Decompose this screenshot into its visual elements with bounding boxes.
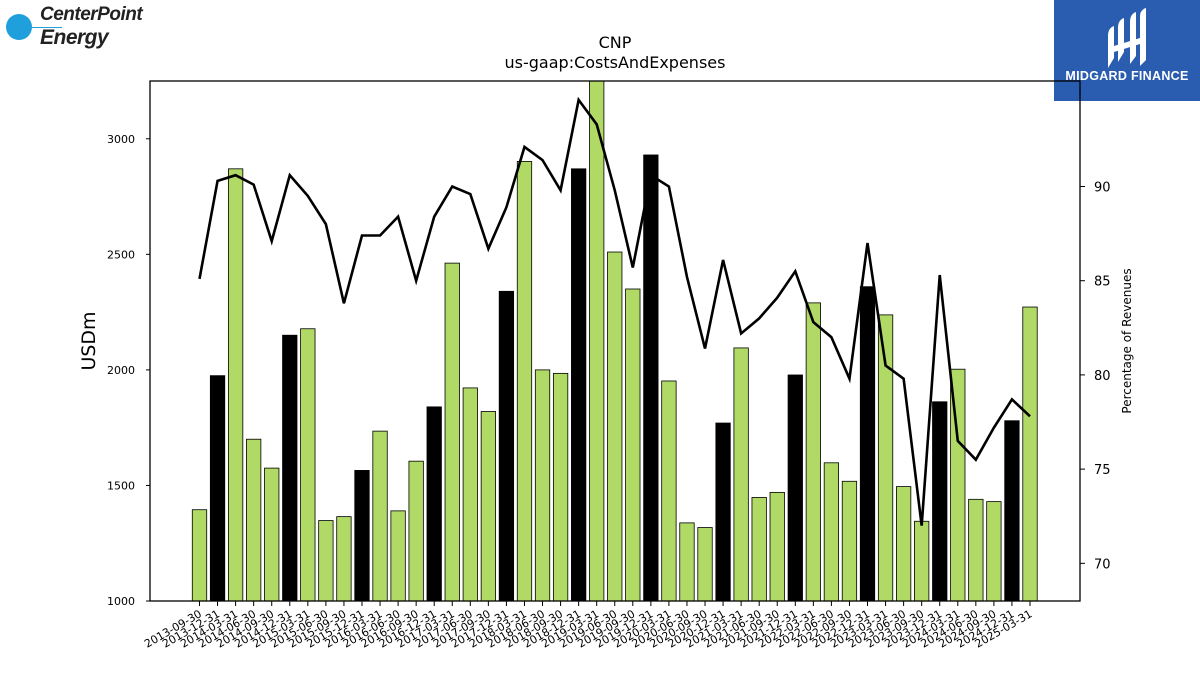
- bar-2019-03-31: [589, 80, 605, 602]
- bar-2013-09-30: [191, 509, 208, 602]
- bar-2019-12-31: [643, 154, 659, 602]
- y-tick-label: 3000: [107, 133, 135, 146]
- bar-2022-09-30: [841, 480, 858, 602]
- bar-2013-12-31: [209, 375, 226, 602]
- line-series: [198, 96, 1031, 526]
- y2-tick-label: 75: [1094, 463, 1111, 478]
- bar-2018-12-31: [571, 168, 587, 602]
- bar-2014-03-31: [227, 168, 244, 602]
- bar-2017-06-30: [462, 387, 478, 602]
- bar-2015-03-31: [300, 328, 316, 602]
- bar-2014-12-31: [282, 334, 298, 602]
- midgard-mark-icon: [1108, 8, 1146, 68]
- y-axis-label: USDm: [78, 311, 100, 370]
- bar-2021-09-30: [769, 491, 785, 602]
- bar-2018-09-30: [552, 372, 569, 602]
- bar-2017-09-30: [480, 411, 496, 602]
- bar-2021-06-30: [751, 497, 767, 602]
- bar-2021-03-31: [733, 347, 749, 602]
- bar-2015-12-31: [354, 470, 370, 602]
- bar-2014-06-30: [246, 438, 262, 602]
- bar-2016-09-30: [408, 460, 424, 602]
- logo-line1: CenterPoint: [40, 4, 143, 25]
- axes: 1000150020002500300070758085902013-09-30…: [107, 80, 1111, 651]
- y2-tick-label: 80: [1094, 369, 1111, 384]
- y2-tick-label: 90: [1094, 181, 1111, 196]
- y-tick-label: 1500: [107, 479, 135, 492]
- bar-2019-06-30: [607, 251, 623, 602]
- bar-2020-06-30: [679, 522, 695, 602]
- bar-2018-06-30: [534, 369, 551, 602]
- bar-2024-09-30: [986, 501, 1002, 602]
- centerpoint-energy-logo: CenterPoint Energy: [6, 4, 146, 54]
- y-tick-label: 2500: [107, 248, 135, 261]
- bar-series: [191, 80, 1038, 602]
- chart-subtitle: us-gaap:CostsAndExpenses: [505, 53, 726, 72]
- bar-2023-06-30: [896, 486, 912, 602]
- y-tick-label: 2000: [107, 364, 135, 377]
- centerpoint-logo-mark: [6, 14, 32, 40]
- bar-2019-09-30: [625, 288, 641, 602]
- logo-divider: [32, 27, 62, 28]
- bar-2023-09-30: [914, 520, 930, 602]
- bar-2022-03-31: [805, 302, 821, 602]
- bar-2014-09-30: [264, 467, 280, 602]
- bar-2017-03-31: [444, 262, 460, 602]
- bar-2020-03-31: [661, 380, 677, 602]
- bar-2015-09-30: [336, 516, 352, 602]
- bar-2020-09-30: [697, 527, 713, 602]
- bar-2020-12-31: [715, 422, 731, 602]
- y2-axis-label: Percentage of Revenues: [1120, 268, 1134, 413]
- bar-2016-12-31: [426, 406, 442, 602]
- midgard-finance-logo: MIDGARD FINANCE: [1054, 0, 1200, 101]
- y-tick-label: 1000: [107, 595, 135, 608]
- y2-tick-label: 70: [1094, 557, 1111, 572]
- bar-2023-12-31: [932, 401, 948, 602]
- percentage-line: [198, 96, 1031, 526]
- midgard-logo-text: MIDGARD FINANCE: [1065, 69, 1189, 83]
- chart-title: CNP: [599, 33, 632, 52]
- bar-2018-03-31: [516, 161, 533, 602]
- bar-2025-03-31: [1022, 306, 1038, 602]
- bar-2022-06-30: [823, 462, 840, 602]
- y2-tick-label: 85: [1094, 275, 1111, 290]
- bar-2016-06-30: [390, 510, 406, 602]
- bar-2024-06-30: [968, 498, 984, 602]
- bar-2022-12-31: [859, 286, 876, 602]
- bar-2016-03-31: [372, 430, 388, 602]
- bar-2017-12-31: [498, 290, 515, 602]
- bar-2024-12-31: [1004, 420, 1020, 602]
- logo-line2: Energy: [40, 26, 109, 49]
- bar-2021-12-31: [787, 374, 803, 602]
- bar-2015-06-30: [318, 520, 334, 602]
